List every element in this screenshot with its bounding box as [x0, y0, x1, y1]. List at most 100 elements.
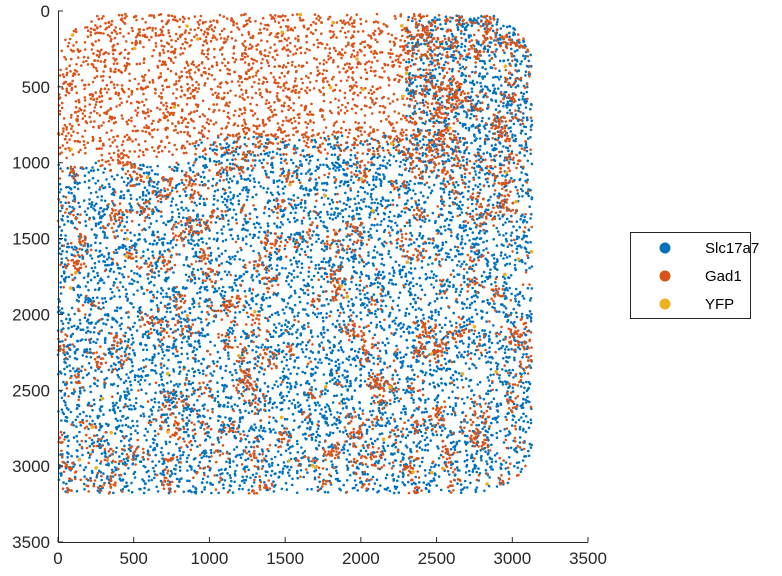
- point-slc17a7: [59, 311, 63, 315]
- point-slc17a7: [353, 389, 357, 392]
- point-slc17a7: [152, 293, 155, 297]
- point-slc17a7: [115, 331, 118, 335]
- point-slc17a7: [301, 240, 304, 243]
- point-slc17a7: [243, 178, 246, 181]
- point-slc17a7: [448, 280, 452, 284]
- point-slc17a7: [493, 306, 496, 310]
- point-slc17a7: [99, 207, 102, 210]
- point-slc17a7: [488, 476, 492, 479]
- point-slc17a7: [374, 273, 377, 276]
- point-slc17a7: [438, 323, 442, 327]
- point-slc17a7: [142, 412, 145, 416]
- point-slc17a7: [76, 187, 80, 191]
- point-slc17a7: [298, 425, 302, 428]
- point-slc17a7: [202, 170, 205, 174]
- point-slc17a7: [192, 370, 196, 374]
- point-slc17a7: [323, 392, 327, 396]
- point-slc17a7: [363, 286, 366, 290]
- point-slc17a7: [90, 228, 94, 231]
- point-slc17a7: [353, 486, 356, 490]
- point-slc17a7: [271, 171, 275, 174]
- point-slc17a7: [342, 445, 345, 449]
- point-slc17a7: [279, 221, 283, 224]
- point-slc17a7: [326, 389, 330, 393]
- point-slc17a7: [233, 403, 237, 406]
- point-slc17a7: [221, 232, 224, 235]
- point-slc17a7: [323, 304, 326, 307]
- point-slc17a7: [525, 250, 528, 254]
- point-slc17a7: [337, 212, 340, 215]
- point-slc17a7: [246, 457, 250, 461]
- point-slc17a7: [520, 237, 524, 241]
- point-slc17a7: [101, 297, 104, 300]
- point-slc17a7: [236, 289, 239, 292]
- point-slc17a7: [498, 162, 502, 166]
- point-slc17a7: [327, 362, 331, 366]
- point-slc17a7: [119, 419, 122, 422]
- point-slc17a7: [63, 367, 66, 371]
- point-slc17a7: [290, 402, 294, 405]
- point-slc17a7: [447, 347, 451, 350]
- point-slc17a7: [178, 194, 182, 198]
- point-slc17a7: [163, 413, 166, 417]
- point-slc17a7: [431, 432, 435, 436]
- point-slc17a7: [370, 311, 374, 315]
- point-slc17a7: [294, 386, 297, 389]
- point-slc17a7: [478, 165, 482, 168]
- point-slc17a7: [88, 202, 91, 206]
- point-slc17a7: [295, 471, 299, 475]
- point-slc17a7: [408, 430, 411, 434]
- point-slc17a7: [200, 481, 204, 484]
- point-slc17a7: [264, 231, 267, 234]
- point-slc17a7: [382, 441, 386, 445]
- point-slc17a7: [345, 380, 349, 384]
- point-slc17a7: [442, 179, 445, 183]
- point-slc17a7: [423, 183, 427, 186]
- point-slc17a7: [371, 475, 375, 479]
- point-slc17a7: [472, 245, 476, 249]
- point-slc17a7: [302, 475, 306, 479]
- point-slc17a7: [139, 305, 142, 309]
- point-slc17a7: [454, 404, 458, 408]
- point-slc17a7: [345, 432, 349, 436]
- point-slc17a7: [225, 171, 229, 175]
- point-slc17a7: [287, 407, 291, 410]
- point-slc17a7: [179, 454, 182, 457]
- point-slc17a7: [127, 315, 130, 319]
- point-slc17a7: [388, 234, 392, 237]
- point-slc17a7: [175, 225, 178, 229]
- point-slc17a7: [327, 302, 330, 306]
- point-slc17a7: [174, 243, 178, 247]
- point-slc17a7: [199, 175, 203, 179]
- point-slc17a7: [437, 447, 440, 450]
- point-slc17a7: [415, 315, 418, 319]
- point-slc17a7: [195, 348, 199, 351]
- point-slc17a7: [427, 489, 431, 493]
- point-slc17a7: [157, 460, 161, 463]
- point-slc17a7: [175, 477, 179, 481]
- point-slc17a7: [350, 175, 354, 178]
- point-slc17a7: [208, 260, 211, 263]
- point-slc17a7: [470, 202, 474, 206]
- point-slc17a7: [325, 182, 329, 186]
- point-slc17a7: [107, 251, 111, 255]
- point-slc17a7: [107, 351, 111, 355]
- point-slc17a7: [168, 345, 171, 349]
- point-slc17a7: [281, 370, 285, 374]
- point-slc17a7: [300, 184, 303, 188]
- point-slc17a7: [172, 368, 175, 371]
- point-slc17a7: [448, 204, 451, 208]
- point-slc17a7: [80, 248, 84, 251]
- point-slc17a7: [270, 313, 274, 317]
- point-slc17a7: [185, 258, 188, 261]
- point-slc17a7: [131, 337, 134, 340]
- point-slc17a7: [264, 454, 268, 458]
- point-slc17a7: [407, 480, 410, 484]
- point-slc17a7: [507, 276, 510, 279]
- point-slc17a7: [154, 464, 158, 467]
- point-slc17a7: [319, 285, 323, 289]
- point-slc17a7: [113, 309, 117, 312]
- point-slc17a7: [249, 306, 252, 310]
- point-slc17a7: [310, 487, 313, 491]
- point-slc17a7: [334, 364, 338, 368]
